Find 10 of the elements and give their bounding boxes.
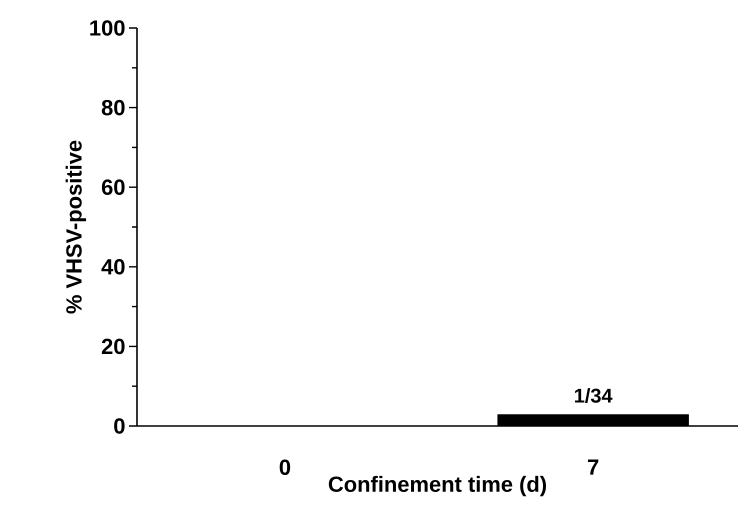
data-label: 1/34 bbox=[575, 388, 612, 403]
y-tick-label: 100 bbox=[90, 20, 125, 36]
y-tick-label: 40 bbox=[101, 259, 125, 275]
x-axis-title: Confinement time (d) bbox=[328, 476, 546, 496]
y-axis-title: % VHSV-positive bbox=[66, 140, 86, 314]
y-tick-label: 60 bbox=[102, 179, 125, 195]
x-tick-label: 7 bbox=[588, 460, 598, 475]
y-tick-label: 0 bbox=[114, 418, 125, 434]
y-tick-label: 20 bbox=[102, 338, 125, 354]
y-tick-label: 80 bbox=[102, 100, 125, 116]
